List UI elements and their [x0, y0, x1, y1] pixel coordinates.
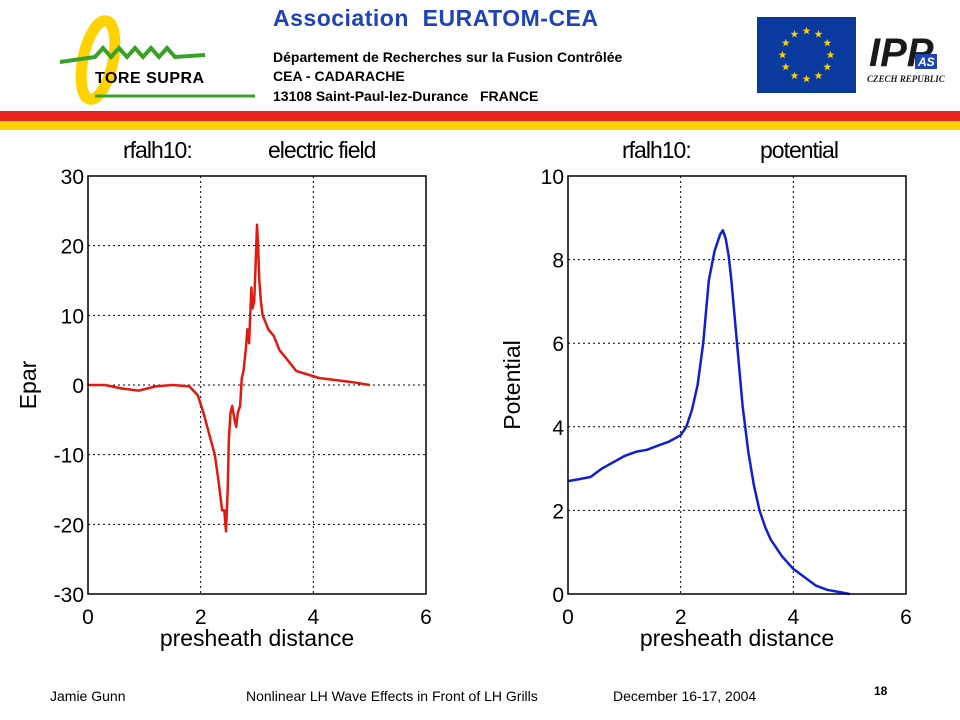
x-axis-label: presheath distance [640, 625, 834, 651]
page-number: 18 [874, 684, 888, 698]
eu-star-icon [814, 71, 823, 80]
eu-star-icon [790, 71, 799, 80]
address-line: CEA - CADARACHE [273, 68, 405, 84]
y-tick-label: 6 [552, 333, 564, 356]
tore-supra-logo [59, 15, 255, 105]
y-tick-label: 8 [552, 250, 564, 273]
y-tick-label: -30 [54, 584, 84, 607]
eu-star-icon [823, 62, 832, 71]
y-tick-label: -20 [54, 514, 84, 537]
y-tick-label: 0 [552, 584, 564, 607]
y-tick-label: 10 [541, 166, 564, 189]
x-tick-label: 2 [195, 606, 207, 629]
chart-title-right: electric field [268, 137, 376, 163]
plot-frame [567, 175, 907, 595]
footer-author: Jamie Gunn [50, 688, 126, 704]
eu-star-icon [802, 74, 811, 83]
y-tick-label: 2 [552, 500, 564, 523]
epar-line [88, 223, 370, 533]
y-tick-label: -10 [54, 445, 84, 468]
eu-star-icon [826, 50, 835, 59]
potential-chart: rfalh10: potential 0 2 4 6 0 2 4 6 8 10 presheath… [499, 137, 912, 651]
plot-frame [87, 175, 427, 595]
ipp-country: CZECH REPUBLIC [867, 74, 946, 84]
y-tick-label: 4 [552, 417, 564, 440]
logo-green-wave [59, 44, 206, 64]
y-tick-label: 20 [61, 236, 84, 259]
y-tick-label: 10 [61, 305, 84, 328]
x-tick-label: 6 [420, 606, 432, 629]
eu-star-icon [823, 38, 832, 47]
y-axis-label: Epar [15, 360, 41, 409]
y-axis-label: Potential [499, 340, 525, 430]
y-tick-label: 30 [61, 166, 84, 189]
x-tick-label: 4 [787, 606, 799, 629]
eu-flag-icon [757, 17, 856, 93]
x-tick-label: 6 [900, 606, 912, 629]
chart-title-right: potential [760, 137, 838, 163]
address-line: 13108 Saint-Paul-lez-Durance FRANCE [273, 88, 539, 104]
electric-field-chart: rfalh10: electric field 0 2 4 6 -30 -20 -10 0 10… [15, 137, 432, 651]
x-axis-label: presheath distance [160, 625, 354, 651]
header-stripe-yellow [0, 121, 960, 130]
x-tick-label: 0 [82, 606, 94, 629]
footer-title: Nonlinear LH Wave Effects in Front of LH… [246, 688, 538, 704]
eu-star-icon [802, 26, 811, 35]
eu-star-icon [781, 62, 790, 71]
footer-date: December 16-17, 2004 [613, 688, 757, 704]
x-tick-label: 4 [307, 606, 319, 629]
x-tick-label: 0 [562, 606, 574, 629]
eu-star-icon [790, 30, 799, 38]
chart-title-left: rfalh10: [123, 137, 192, 163]
address-line: Département de Recherches sur la Fusion … [273, 49, 623, 65]
eu-star-icon [814, 30, 823, 38]
header-stripe-red [0, 111, 960, 121]
chart-title-left: rfalh10: [622, 137, 691, 163]
eu-star-icon [781, 38, 790, 47]
ipp-logo: IPP AS CZECH REPUBLIC [867, 31, 946, 84]
association-title: Association EURATOM-CEA [273, 5, 599, 31]
ipp-logo-sub: AS [917, 55, 935, 69]
eu-star-icon [778, 50, 787, 59]
potential-line [567, 229, 850, 596]
logo-text: TORE SUPRA [95, 70, 205, 87]
y-tick-label: 0 [72, 375, 84, 398]
x-tick-label: 2 [675, 606, 687, 629]
